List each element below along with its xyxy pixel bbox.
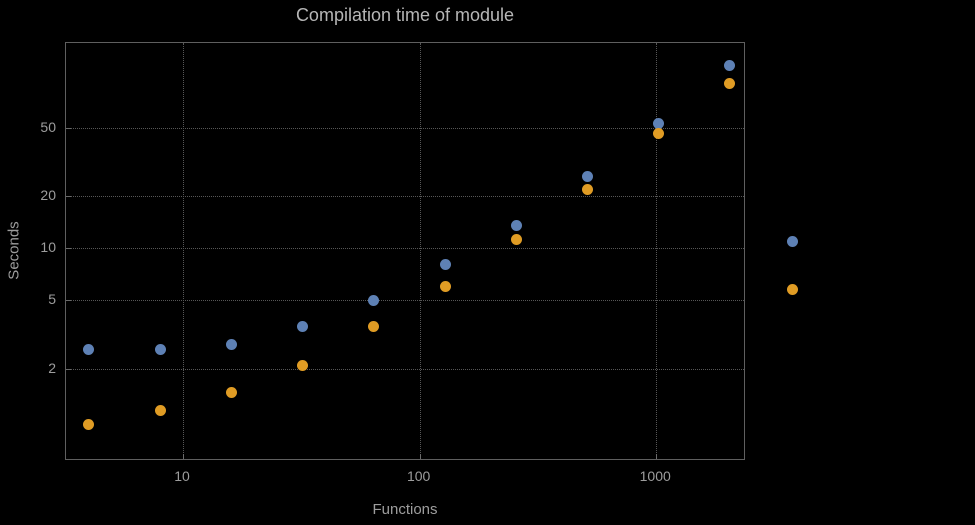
data-point-orange-16	[225, 387, 237, 399]
x-tick-mark-1000	[656, 454, 658, 459]
data-point-blue-128	[439, 259, 451, 271]
x-axis-label: Functions	[372, 501, 438, 518]
y-gridline-2	[66, 368, 744, 370]
y-tick-mark-20	[66, 196, 71, 198]
data-point-orange-256	[510, 233, 522, 245]
data-point-blue-16	[225, 339, 237, 351]
y-tick-mark-2	[66, 368, 71, 370]
data-point-blue-8	[154, 343, 166, 355]
data-point-orange-8	[154, 404, 166, 416]
x-gridline-1000	[656, 43, 658, 459]
y-tick-label-50: 50	[40, 118, 56, 135]
data-point-blue-1024	[653, 117, 665, 129]
x-gridline-100	[419, 43, 421, 459]
x-tick-label-1000: 1000	[639, 468, 671, 484]
data-point-blue-64	[368, 294, 380, 306]
y-tick-label-2: 2	[48, 359, 56, 376]
data-point-blue-4	[83, 343, 95, 355]
x-tick-label-100: 100	[406, 468, 431, 484]
x-tick-label-10: 10	[174, 468, 190, 484]
data-point-orange-128	[439, 281, 451, 293]
x-gridline-10	[183, 43, 185, 459]
y-gridline-10	[66, 248, 744, 250]
x-tick-mark-100	[419, 454, 421, 459]
plot-area	[65, 42, 745, 460]
y-gridline-20	[66, 196, 744, 198]
data-point-orange-2048	[724, 78, 736, 90]
data-point-blue-32	[297, 321, 309, 333]
data-point-blue-2048	[724, 59, 736, 71]
y-tick-label-10: 10	[40, 239, 56, 256]
legend-marker-blue	[787, 236, 798, 247]
data-point-blue-512	[581, 171, 593, 183]
data-point-orange-64	[368, 321, 380, 333]
data-point-orange-4	[83, 419, 95, 431]
data-point-orange-1024	[653, 128, 665, 140]
legend-marker-orange	[787, 284, 798, 295]
y-gridline-50	[66, 127, 744, 129]
data-point-blue-256	[510, 220, 522, 232]
data-point-orange-512	[581, 183, 593, 195]
y-tick-label-20: 20	[40, 187, 56, 204]
chart-title: Compilation time of module	[295, 5, 515, 25]
y-tick-label-5: 5	[48, 291, 56, 308]
data-point-orange-32	[297, 359, 309, 371]
y-tick-mark-10	[66, 248, 71, 250]
y-gridline-5	[66, 300, 744, 302]
y-tick-mark-50	[66, 127, 71, 129]
x-tick-mark-10	[183, 454, 185, 459]
y-tick-mark-5	[66, 300, 71, 302]
